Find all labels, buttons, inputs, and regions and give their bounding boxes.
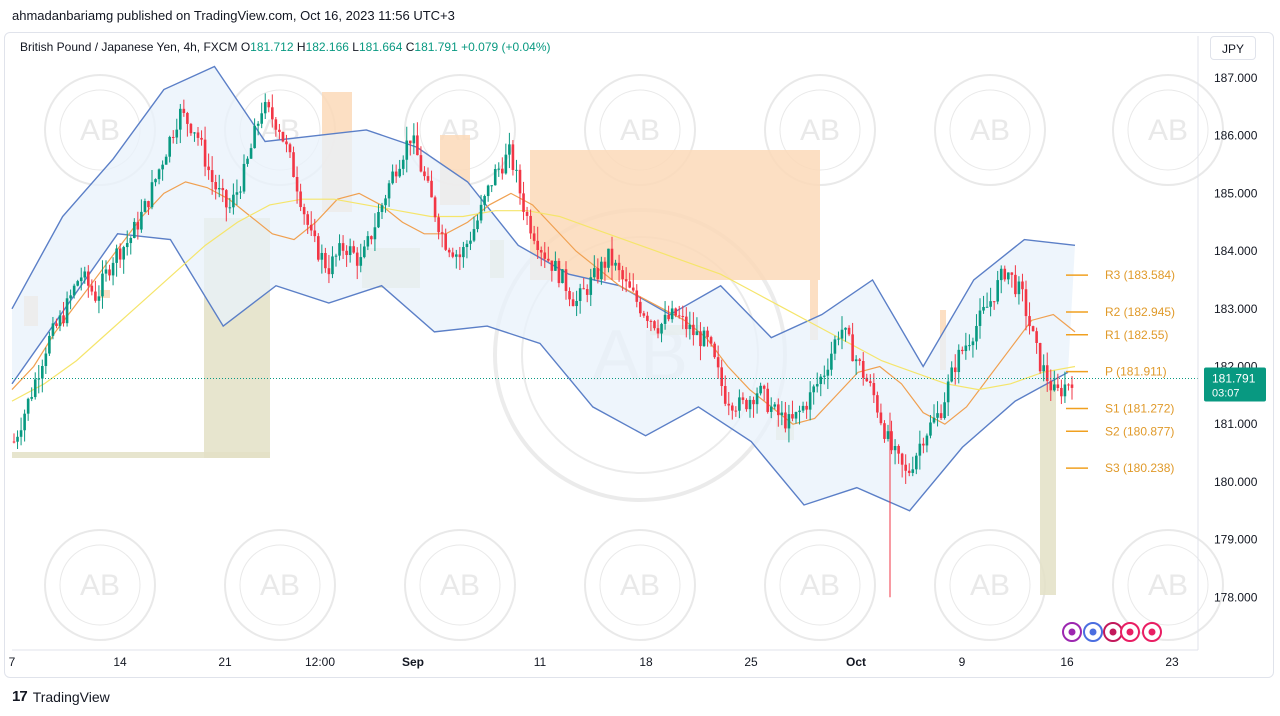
- publisher-line: ahmadanbariamg published on TradingView.…: [12, 8, 455, 23]
- footer: 17 TradingView: [12, 688, 110, 705]
- legend-open: 181.712: [250, 40, 294, 54]
- legend-low: 181.664: [358, 40, 403, 54]
- legend-change: +0.079 (+0.04%): [461, 40, 551, 54]
- tradingview-logo-icon: 17: [12, 688, 28, 705]
- legend-high-label: H: [296, 40, 306, 54]
- legend-open-label: O: [240, 40, 251, 54]
- legend-high: 182.166: [305, 40, 349, 54]
- legend-low-label: L: [352, 40, 359, 54]
- legend-close-label: C: [405, 40, 415, 54]
- legend-symbol: British Pound / Japanese Yen, 4h, FXCM: [20, 40, 238, 54]
- footer-brand: TradingView: [32, 688, 110, 705]
- chart-legend: British Pound / Japanese Yen, 4h, FXCM O…: [20, 40, 551, 54]
- legend-close: 181.791: [414, 40, 458, 54]
- chart-frame: [4, 32, 1274, 678]
- currency-button[interactable]: JPY: [1210, 36, 1256, 60]
